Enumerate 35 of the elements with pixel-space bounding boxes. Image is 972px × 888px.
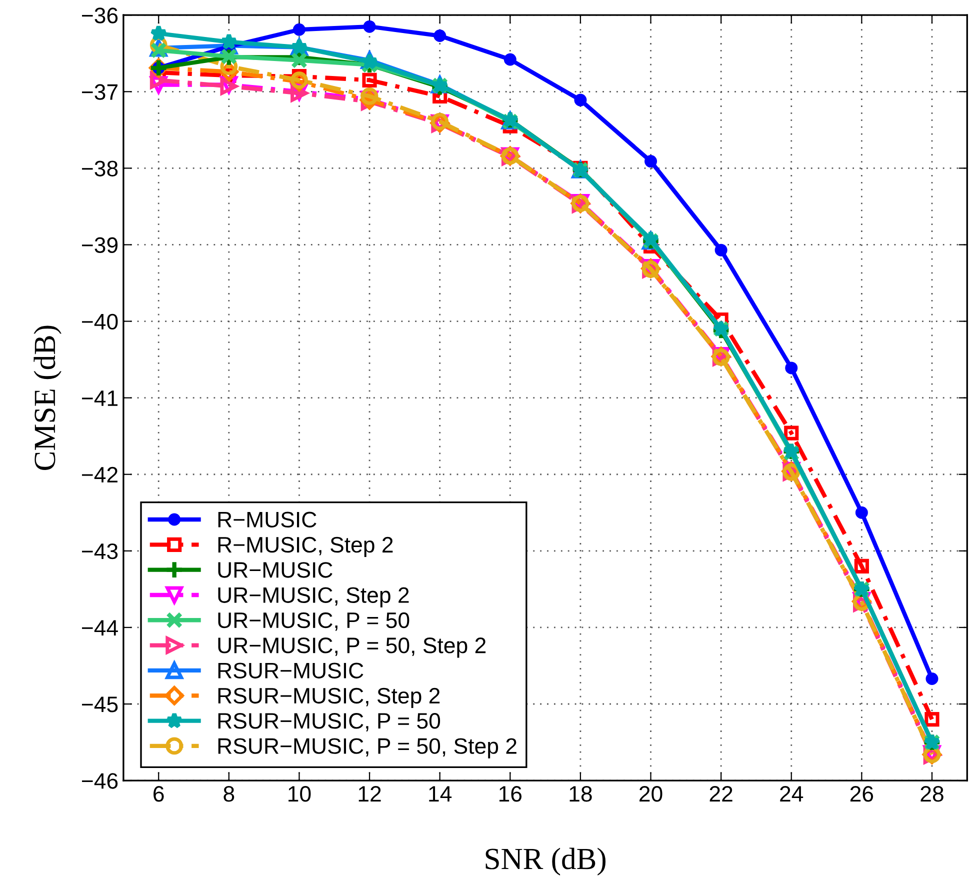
x-tick-label: 26 (850, 786, 874, 802)
x-tick-label: 22 (710, 786, 732, 802)
y-tick-label: −40 (82, 314, 118, 330)
y-tick-label: −43 (82, 543, 118, 560)
x-tick-label: 20 (640, 786, 662, 802)
y-tick-label: −41 (82, 390, 118, 406)
legend-label: UR−MUSIC, P = 50, Step 2 (218, 638, 486, 658)
legend-label: UR−MUSIC, Step 2 (218, 587, 409, 608)
y-axis-title: CMSE (dB) (34, 326, 62, 470)
x-tick-label: 24 (780, 786, 804, 802)
x-tick-label: 12 (358, 786, 381, 802)
y-tick-label: −42 (82, 466, 118, 482)
x-axis-title: SNR (dB) (486, 848, 606, 876)
legend-label: UR−MUSIC (218, 562, 332, 578)
x-tick-label: 8 (224, 786, 234, 802)
y-tick-label: −46 (82, 773, 118, 789)
legend-label: RSUR−MUSIC, Step 2 (218, 688, 440, 708)
x-tick-label: 18 (570, 786, 592, 802)
legend-label: RSUR−MUSIC, P = 50 (218, 713, 440, 732)
legend-label: R−MUSIC (218, 512, 316, 528)
legend-label: RSUR−MUSIC (218, 662, 364, 678)
legend-label: RSUR−MUSIC, P = 50, Step 2 (218, 738, 516, 758)
y-tick-label: −38 (82, 160, 118, 176)
y-tick-label: −36 (82, 8, 118, 24)
y-tick-label: −39 (82, 237, 118, 254)
x-tick-label: 28 (920, 786, 944, 802)
x-tick-label: 14 (429, 786, 452, 802)
x-tick-label: 10 (288, 786, 311, 802)
legend-label: R−MUSIC, Step 2 (218, 536, 393, 558)
x-tick-label: 16 (499, 786, 522, 802)
legend-label: UR−MUSIC, P = 50 (218, 612, 410, 631)
y-tick-label: −44 (82, 620, 118, 636)
y-tick-label: −45 (82, 696, 118, 712)
y-tick-label: −37 (82, 84, 118, 100)
x-tick-label: 6 (154, 786, 164, 802)
